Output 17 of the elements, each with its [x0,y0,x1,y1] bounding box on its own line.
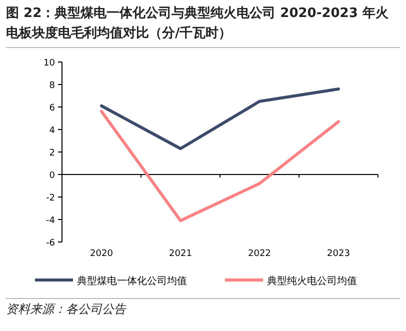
y-tick-label: -6 [46,238,56,248]
y-tick-label: 4 [49,126,56,136]
legend-label: 典型煤电一体化公司均值 [77,275,187,287]
y-tick-label: 6 [49,104,56,114]
x-tick-label: 2022 [248,249,271,259]
x-tick-label: 2020 [90,249,114,259]
y-tick-label: -2 [46,194,55,204]
x-tick-label: 2021 [169,249,192,259]
y-tick-label: -4 [46,216,56,226]
x-tick-label: 2023 [327,249,350,259]
title: 图 22：典型煤电一体化公司与典型纯火电公司 2020-2023 年火电板块度电毛利均值对比（分/千瓦时） [6,4,400,48]
y-tick-label: 2 [49,148,55,158]
legend-label: 典型纯火电公司均值 [267,275,357,287]
y-tick-label: 8 [49,81,56,91]
y-tick-label: 10 [44,58,56,68]
text: 资料来源：各公司公告 [6,301,400,318]
y-tick-label: 0 [49,171,56,181]
